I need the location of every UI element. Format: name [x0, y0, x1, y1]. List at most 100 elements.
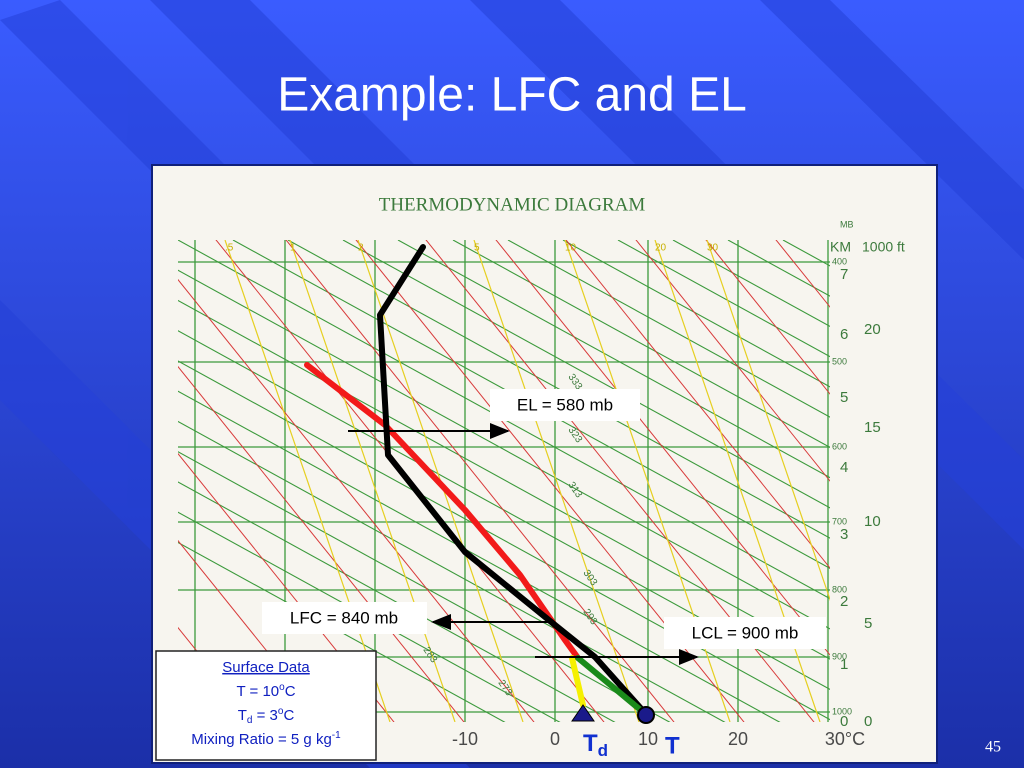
surface-markers: Td T [571, 704, 680, 760]
dry-adiabat [178, 541, 506, 722]
unit-label: 1000 ft [862, 239, 905, 255]
mixing-ratio-label: 30 [707, 243, 719, 254]
lcl-box [664, 617, 826, 649]
dry-adiabat [178, 481, 616, 722]
pressure-label: 1000 [832, 706, 852, 716]
km-label: 0 [840, 713, 848, 730]
pressure-label: 400 [832, 256, 847, 266]
dry-segment [575, 655, 646, 715]
marker-sub: d [598, 741, 608, 760]
dewpoint-marker-label: Td [583, 730, 608, 760]
dry-adiabat [178, 360, 830, 721]
pressure-label: 500 [832, 356, 847, 366]
unit-label: KM [830, 239, 851, 255]
text: = 3 [252, 707, 277, 724]
dry-adiabat [178, 330, 830, 690]
lfc-box [262, 602, 427, 634]
moist-adiabat [495, 240, 830, 656]
moist-adiabat [565, 240, 830, 569]
moist-adiabat [635, 240, 830, 482]
ft-label: 20 [864, 321, 881, 338]
km-label: 1 [840, 656, 848, 673]
unit: C [285, 683, 296, 700]
mixing-ratio-line [224, 240, 391, 722]
km-label: 5 [840, 389, 848, 406]
km-label: 2 [840, 593, 848, 610]
surface-data-box: Surface Data T = 10oC Td = 3oC Mixing Ra… [155, 650, 377, 761]
temperature-label: 0 [550, 729, 560, 749]
text: T = 10 [236, 683, 279, 700]
ft-label: 5 [864, 615, 872, 632]
dry-adiabat [178, 269, 830, 630]
dry-adiabat [178, 420, 726, 722]
sup: o [279, 682, 285, 693]
dry-adiabat [178, 240, 830, 600]
moist-adiabat [285, 240, 675, 722]
ft-label: 10 [864, 513, 881, 530]
pressure-label: 600 [832, 441, 847, 451]
sup: -1 [332, 730, 341, 741]
dry-adiabat [287, 240, 830, 539]
ft-label: 15 [864, 419, 881, 436]
dry-adiabat [178, 299, 830, 660]
mixing-ratio-label: 1 [290, 243, 296, 254]
mixing-ratio-line [706, 240, 830, 602]
dry-adiabat [507, 240, 830, 418]
sub: d [247, 715, 253, 726]
dry-adiabat [452, 240, 830, 448]
pressure-label: 700 [832, 516, 847, 526]
moist-adiabat [425, 240, 815, 722]
mixing-ratio-line [289, 240, 456, 722]
slide-title: Example: LFC and EL [277, 69, 747, 122]
dry-adiabat [562, 240, 830, 388]
temperature-label: 30°C [825, 729, 865, 749]
mixing-ratio-line [473, 240, 640, 722]
pressure-label: 900 [832, 651, 847, 661]
lfc-label: LFC = 840 mb [290, 608, 398, 627]
km-label: 7 [840, 266, 848, 283]
dry-adiabat [617, 240, 830, 358]
moist-adiabat [178, 278, 535, 722]
surface-mixing-ratio: Mixing Ratio = 5 g kg-1 [191, 730, 341, 748]
text: Mixing Ratio = 5 g kg [191, 731, 332, 748]
lcl-label: LCL = 900 mb [692, 623, 799, 642]
temperature-label: 10 [638, 729, 658, 749]
mixing-ratio-label: .5 [225, 243, 234, 254]
surface-data-frame [155, 650, 377, 761]
temperature-marker-label: T [665, 732, 680, 759]
parcel-path [304, 362, 581, 661]
moist-adiabat [178, 365, 465, 722]
temperature-label: -10 [452, 729, 478, 749]
surface-temperature: T = 10oC [236, 682, 295, 700]
dewpoint-marker [571, 704, 595, 722]
dry-adiabat [178, 451, 671, 722]
surface-data-heading: Surface Data [222, 659, 310, 676]
sup: o [278, 706, 284, 717]
km-label: 4 [840, 459, 848, 476]
base: T [238, 707, 247, 724]
km-label: 6 [840, 326, 848, 343]
mixing-ratio-label: 2 [358, 243, 364, 254]
el-label: EL = 580 mb [517, 395, 613, 414]
mixing-ratio-label: 5 [474, 243, 480, 254]
dry-adiabat [178, 511, 561, 722]
dry-adiabat [672, 240, 830, 327]
surface-dewpoint: Td = 3oC [238, 706, 295, 726]
pressure-label: 800 [832, 584, 847, 594]
marker-base: T [583, 730, 598, 757]
el-box [490, 389, 640, 421]
temperature-marker [637, 706, 655, 724]
dewpoint-segment [569, 655, 586, 708]
dry-adiabat [397, 240, 830, 479]
diagram-title: THERMODYNAMIC DIAGRAM [379, 194, 646, 215]
unit-label: MB [840, 219, 854, 229]
annotations: EL = 580 mb LFC = 840 mb LCL = 900 mb [262, 389, 826, 665]
temperature-label: 20 [728, 729, 748, 749]
dry-adiabat [178, 390, 781, 722]
moist-adiabat [705, 240, 830, 395]
mixing-ratio-label: 10 [565, 243, 577, 254]
unit: C [283, 707, 294, 724]
ft-label: 0 [864, 713, 872, 730]
